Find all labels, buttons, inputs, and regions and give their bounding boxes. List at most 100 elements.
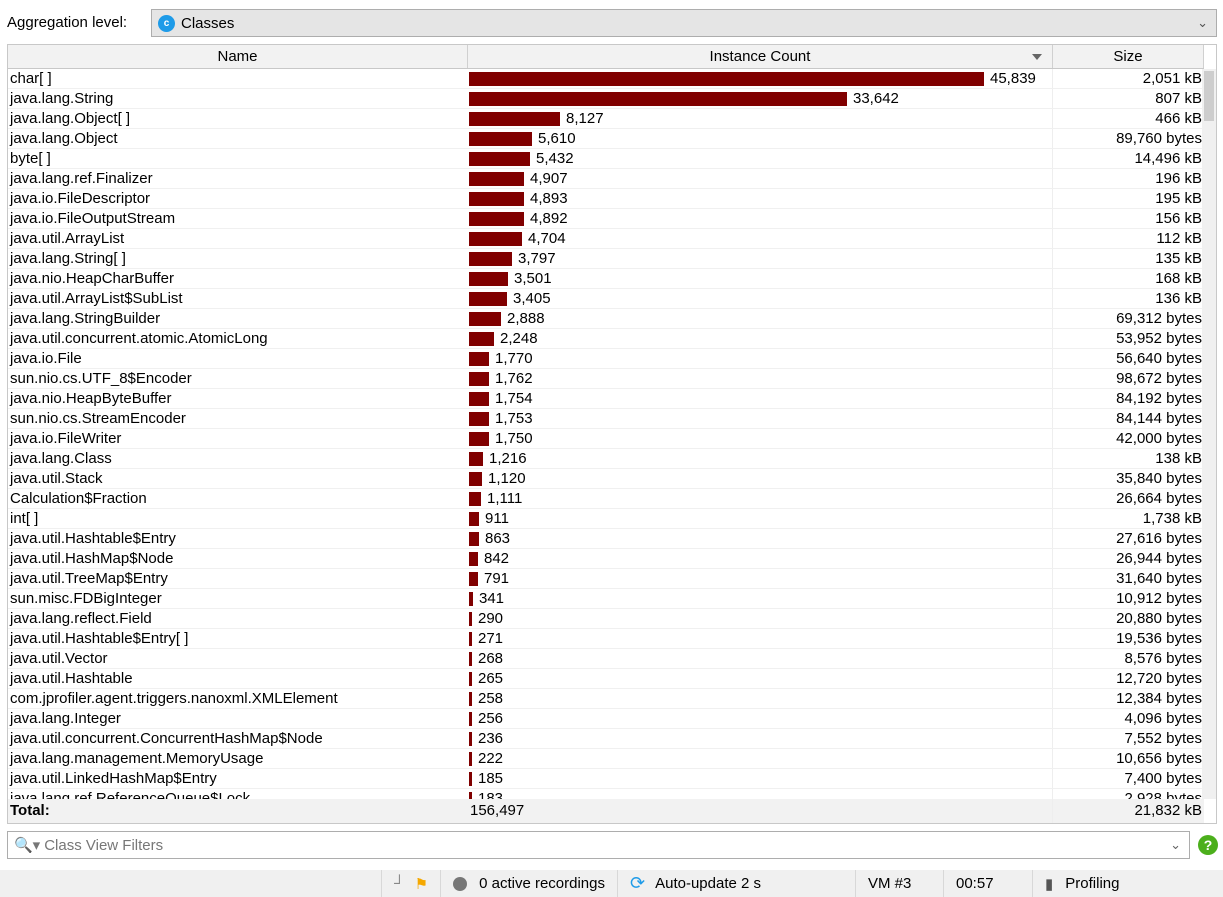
chevron-down-icon[interactable]: ⌄ [1170, 837, 1181, 852]
table-row[interactable]: java.lang.String[ ] 3,797 135 kB [8, 249, 1204, 269]
class-name: java.lang.ref.Finalizer [10, 170, 153, 187]
instance-count-cell: 3,797 [468, 249, 1053, 268]
class-name: int[ ] [10, 510, 39, 527]
instance-count: 5,610 [538, 130, 576, 147]
instance-count-cell: 911 [468, 509, 1053, 528]
instance-count: 911 [485, 510, 509, 527]
instance-count-bar [469, 451, 483, 466]
table-row[interactable]: java.lang.String 33,642 807 kB [8, 89, 1204, 109]
class-name: java.util.LinkedHashMap$Entry [10, 770, 217, 787]
size: 20,880 bytes [1116, 610, 1202, 627]
help-icon[interactable]: ? [1198, 835, 1218, 855]
size: 466 kB [1155, 110, 1202, 127]
instance-count-bar [469, 691, 472, 706]
instance-count-bar [469, 611, 472, 626]
instance-count-cell: 5,432 [468, 149, 1053, 168]
instance-count-bar [469, 791, 472, 799]
table-row[interactable]: java.io.FileWriter 1,750 42,000 bytes [8, 429, 1204, 449]
table-row[interactable]: char[ ] 45,839 2,051 kB [8, 69, 1204, 89]
column-header-size[interactable]: Size [1053, 45, 1204, 68]
instance-count: 2,248 [500, 330, 538, 347]
column-header-name[interactable]: Name [8, 45, 468, 68]
instance-count-cell: 3,501 [468, 269, 1053, 288]
table-row[interactable]: sun.nio.cs.UTF_8$Encoder 1,762 98,672 by… [8, 369, 1204, 389]
class-view-filters-input[interactable]: 🔍▾ Class View Filters ⌄ [7, 831, 1190, 859]
instance-count: 1,762 [495, 370, 533, 387]
vm-status: VM #3 [855, 870, 943, 897]
instance-count-bar [469, 391, 489, 406]
recordings-status[interactable]: 0 active recordings [440, 870, 617, 897]
table-row[interactable]: java.lang.Object 5,610 89,760 bytes [8, 129, 1204, 149]
table-row[interactable]: java.lang.StringBuilder 2,888 69,312 byt… [8, 309, 1204, 329]
instance-count: 1,754 [495, 390, 533, 407]
table-row[interactable]: java.nio.HeapCharBuffer 3,501 168 kB [8, 269, 1204, 289]
table-row[interactable]: java.lang.Integer 256 4,096 bytes [8, 709, 1204, 729]
table-row[interactable]: java.util.ArrayList$SubList 3,405 136 kB [8, 289, 1204, 309]
class-name: com.jprofiler.agent.triggers.nanoxml.XML… [10, 690, 338, 707]
table-row[interactable]: Calculation$Fraction 1,111 26,664 bytes [8, 489, 1204, 509]
table-row[interactable]: com.jprofiler.agent.triggers.nanoxml.XML… [8, 689, 1204, 709]
table-row[interactable]: java.util.concurrent.atomic.AtomicLong 2… [8, 329, 1204, 349]
table-row[interactable]: sun.misc.FDBigInteger 341 10,912 bytes [8, 589, 1204, 609]
vertical-scrollbar[interactable] [1202, 69, 1216, 799]
size: 2,051 kB [1142, 70, 1202, 87]
instance-count: 1,753 [495, 410, 533, 427]
table-row[interactable]: sun.nio.cs.StreamEncoder 1,753 84,144 by… [8, 409, 1204, 429]
table-row[interactable]: java.util.TreeMap$Entry 791 31,640 bytes [8, 569, 1204, 589]
table-row[interactable]: java.util.Stack 1,120 35,840 bytes [8, 469, 1204, 489]
instance-count-cell: 222 [468, 749, 1053, 768]
instance-count-cell: 185 [468, 769, 1053, 788]
table-row[interactable]: java.nio.HeapByteBuffer 1,754 84,192 byt… [8, 389, 1204, 409]
size: 156 kB [1155, 210, 1202, 227]
pin-icon[interactable]: ┘ [394, 875, 405, 892]
table-row[interactable]: java.util.Vector 268 8,576 bytes [8, 649, 1204, 669]
table-row[interactable]: byte[ ] 5,432 14,496 kB [8, 149, 1204, 169]
scrollbar-thumb[interactable] [1204, 71, 1214, 121]
instance-count-bar [469, 251, 512, 266]
table-body: char[ ] 45,839 2,051 kB java.lang.String … [8, 69, 1204, 799]
class-name: java.lang.management.MemoryUsage [10, 750, 264, 767]
instance-count: 8,127 [566, 110, 604, 127]
instance-count-bar [469, 351, 489, 366]
instance-count-cell: 265 [468, 669, 1053, 688]
table-row[interactable]: java.util.LinkedHashMap$Entry 185 7,400 … [8, 769, 1204, 789]
instance-count: 222 [478, 750, 504, 767]
table-row[interactable]: java.io.FileDescriptor 4,893 195 kB [8, 189, 1204, 209]
autoupdate-status[interactable]: ⟳ Auto-update 2 s [617, 870, 855, 897]
table-row[interactable]: java.util.concurrent.ConcurrentHashMap$N… [8, 729, 1204, 749]
table-row[interactable]: java.util.Hashtable$Entry 863 27,616 byt… [8, 529, 1204, 549]
table-row[interactable]: java.lang.Class 1,216 138 kB [8, 449, 1204, 469]
instance-count-cell: 791 [468, 569, 1053, 588]
column-header-instance-count[interactable]: Instance Count [468, 45, 1053, 68]
table-row[interactable]: java.util.HashMap$Node 842 26,944 bytes [8, 549, 1204, 569]
table-row[interactable]: java.util.ArrayList 4,704 112 kB [8, 229, 1204, 249]
table-row[interactable]: java.lang.ref.Finalizer 4,907 196 kB [8, 169, 1204, 189]
instance-count-cell: 1,111 [468, 489, 1053, 508]
table-row[interactable]: java.lang.Object[ ] 8,127 466 kB [8, 109, 1204, 129]
instance-count-bar [469, 411, 489, 426]
status-spacer [0, 870, 381, 897]
instance-count-bar [469, 431, 489, 446]
aggregation-level-select[interactable]: c Classes ⌄ [151, 9, 1217, 37]
aggregation-bar: Aggregation level: c Classes ⌄ [0, 9, 1223, 37]
instance-count-bar [469, 471, 482, 486]
table-row[interactable]: java.lang.management.MemoryUsage 222 10,… [8, 749, 1204, 769]
table-row[interactable]: java.lang.ref.ReferenceQueue$Lock 183 2,… [8, 789, 1204, 799]
class-name: java.util.TreeMap$Entry [10, 570, 168, 587]
table-row[interactable]: java.lang.reflect.Field 290 20,880 bytes [8, 609, 1204, 629]
flag-icon[interactable]: ⚑ [414, 875, 429, 893]
table-row[interactable]: java.io.FileOutputStream 4,892 156 kB [8, 209, 1204, 229]
table-row[interactable]: int[ ] 911 1,738 kB [8, 509, 1204, 529]
class-name: java.lang.StringBuilder [10, 310, 161, 327]
table-row[interactable]: java.util.Hashtable$Entry[ ] 271 19,536 … [8, 629, 1204, 649]
instance-count-bar [469, 591, 473, 606]
profiling-status[interactable]: ▮ Profiling [1032, 870, 1131, 897]
instance-count: 1,770 [495, 350, 533, 367]
table-row[interactable]: java.io.File 1,770 56,640 bytes [8, 349, 1204, 369]
instance-count-cell: 258 [468, 689, 1053, 708]
instance-count-bar [469, 271, 508, 286]
column-header-label: Instance Count [709, 48, 811, 65]
total-count: 156,497 [468, 799, 1053, 823]
table-row[interactable]: java.util.Hashtable 265 12,720 bytes [8, 669, 1204, 689]
class-name: java.util.concurrent.ConcurrentHashMap$N… [10, 730, 323, 747]
